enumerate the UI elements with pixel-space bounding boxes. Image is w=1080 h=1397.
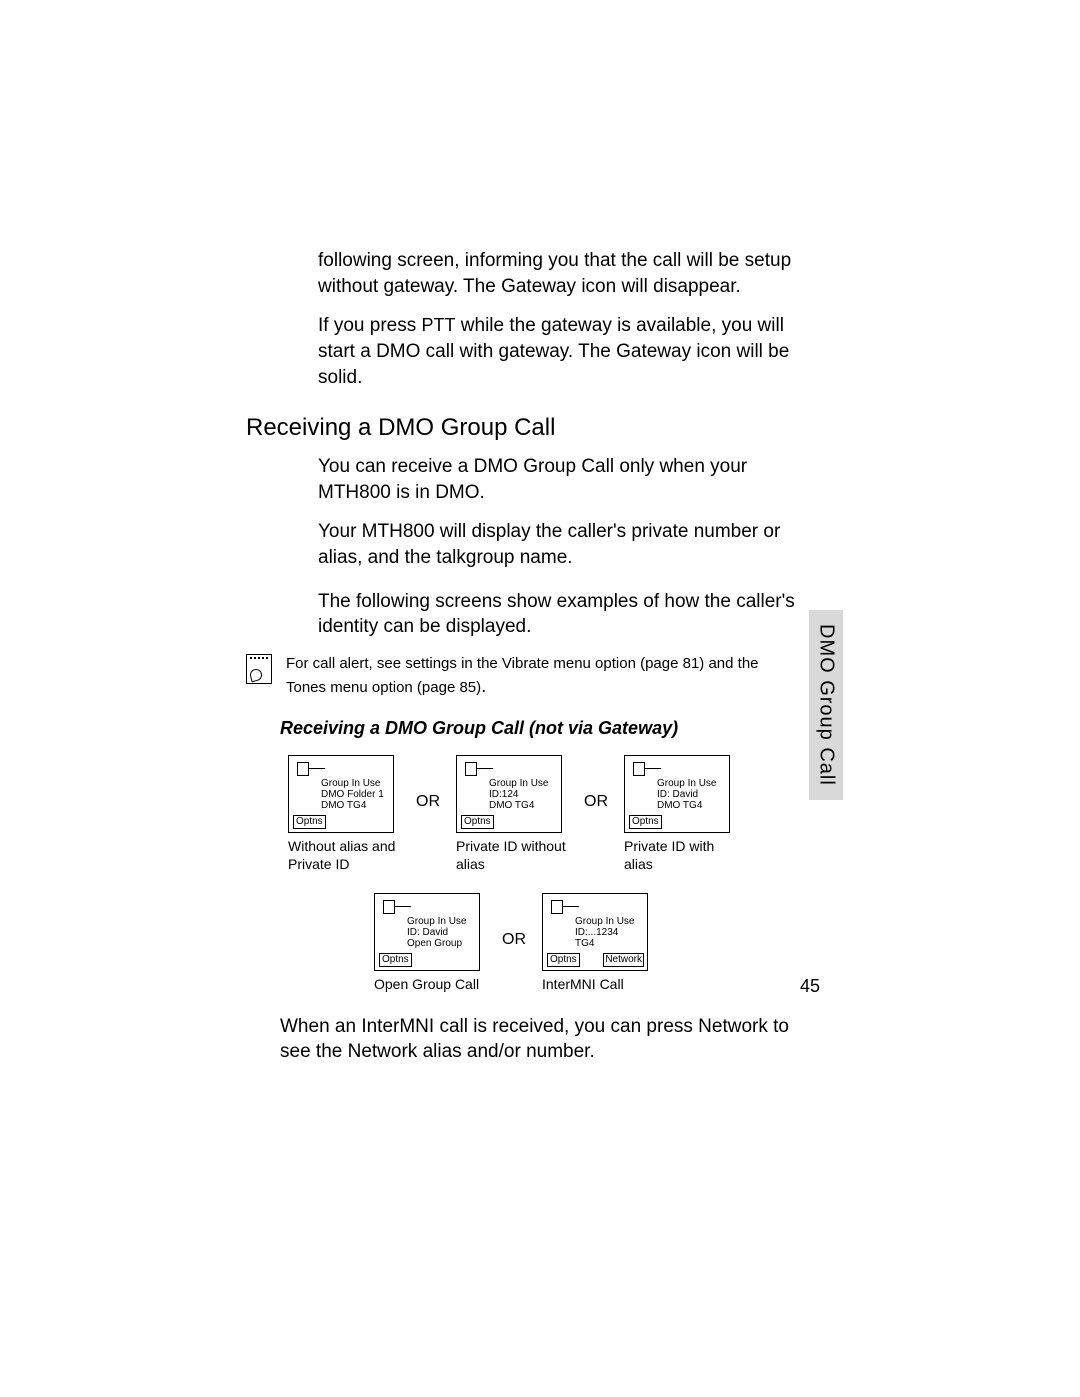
screen-line2: ID: David [657,789,729,801]
softkey-network: Network [603,953,644,967]
connector-line [645,768,661,769]
mini-screen: Group In Use ID: David Open Group Optns [374,893,480,971]
screen-small-icon [633,762,645,776]
page-number: 45 [800,976,820,997]
mini-screen: Group In Use DMO Folder 1 DMO TG4 Optns [288,755,394,833]
screen-line3: TG4 [575,938,647,950]
screen-caption: Open Group Call [374,975,484,993]
or-separator: OR [416,793,440,811]
screen-line1: Group In Use [489,778,561,790]
screen-line3: DMO TG4 [489,800,561,812]
screen-example: Group In Use ID: David Open Group Optns … [374,893,484,993]
note-icon [246,654,272,684]
screen-line2: ID:...1234 [575,927,647,939]
softkey-optns: Optns [293,815,326,829]
subsection-heading: Receiving a DMO Group Call (not via Gate… [280,718,846,739]
text: For call alert, see settings in the Vibr… [286,655,759,696]
or-separator: OR [502,931,526,949]
screen-example: Group In Use ID: David DMO TG4 Optns Pri… [624,755,734,873]
connector-line [395,906,411,907]
screen-line2: ID:124 [489,789,561,801]
paragraph: You can receive a DMO Group Call only wh… [318,454,818,505]
screen-example: Group In Use DMO Folder 1 DMO TG4 Optns … [288,755,398,873]
paragraph: If you press PTT while the gateway is av… [318,313,818,390]
screens-row: Group In Use DMO Folder 1 DMO TG4 Optns … [288,755,846,873]
screen-example: Group In Use ID:...1234 TG4 Optns Networ… [542,893,652,993]
paragraph: Your MTH800 will display the caller's pr… [318,519,818,570]
screen-line1: Group In Use [575,916,647,928]
screen-line1: Group In Use [657,778,729,790]
ptt-key: PTT [422,315,456,335]
screen-line1: Group In Use [407,916,479,928]
connector-line [477,768,493,769]
screen-line2: ID: David [407,927,479,939]
softkey-optns: Optns [629,815,662,829]
screen-small-icon [383,900,395,914]
mini-screen: Group In Use ID:...1234 TG4 Optns Networ… [542,893,648,971]
text: If you press [318,315,422,336]
or-separator: OR [584,793,608,811]
screen-caption: InterMNI Call [542,975,652,993]
paragraph: When an InterMNI call is received, you c… [280,1014,820,1065]
screen-small-icon [551,900,563,914]
softkey-optns: Optns [461,815,494,829]
mini-screen: Group In Use ID: David DMO TG4 Optns [624,755,730,833]
screen-small-icon [297,762,309,776]
screen-example: Group In Use ID:124 DMO TG4 Optns Privat… [456,755,566,873]
screens-row: Group In Use ID: David Open Group Optns … [374,893,846,993]
connector-line [563,906,579,907]
screen-caption: Private ID with alias [624,837,734,873]
note-text: For call alert, see settings in the Vibr… [286,654,776,700]
connector-line [309,768,325,769]
paragraph: following screen, informing you that the… [318,248,818,299]
screen-line3: Open Group [407,938,479,950]
softkey-optns: Optns [379,953,412,967]
screen-caption: Private ID without alias [456,837,566,873]
screen-small-icon [465,762,477,776]
section-heading: Receiving a DMO Group Call [246,414,846,442]
screen-line3: DMO TG4 [321,800,393,812]
screen-caption: Without alias and Private ID [288,837,398,873]
screen-line2: DMO Folder 1 [321,789,393,801]
note: For call alert, see settings in the Vibr… [246,654,846,700]
mini-screen: Group In Use ID:124 DMO TG4 Optns [456,755,562,833]
screen-line3: DMO TG4 [657,800,729,812]
screen-line1: Group In Use [321,778,393,790]
side-tab-label: DMO Group Call [815,624,838,786]
side-tab: DMO Group Call [809,610,843,800]
text: . [481,676,486,697]
paragraph: The following screens show examples of h… [318,589,818,640]
page-content: following screen, informing you that the… [246,248,846,1079]
softkey-optns: Optns [547,953,580,967]
